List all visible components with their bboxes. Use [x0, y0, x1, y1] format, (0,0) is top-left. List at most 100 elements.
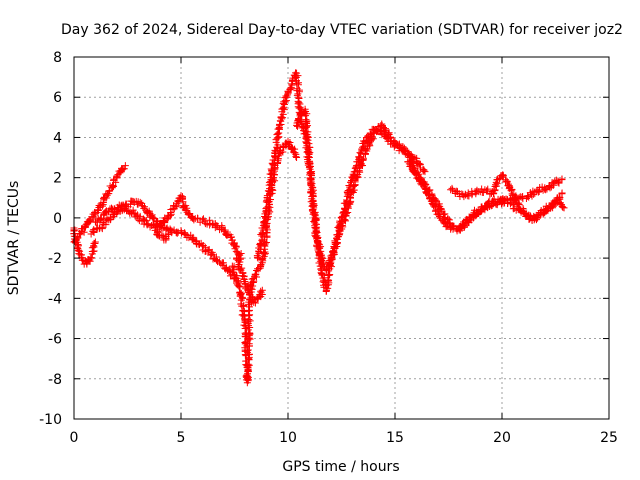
data-point: [90, 228, 98, 236]
data-point: [141, 203, 149, 211]
data-point: [304, 122, 312, 130]
data-point: [311, 222, 319, 230]
data-point: [302, 118, 310, 126]
data-point: [304, 136, 312, 144]
data-point: [219, 261, 227, 269]
x-tick-label: 0: [70, 430, 79, 446]
data-point: [264, 195, 272, 203]
data-point: [346, 183, 354, 191]
data-point: [421, 184, 429, 192]
data-point: [510, 190, 518, 198]
data-point: [296, 103, 304, 111]
data-point: [263, 204, 271, 212]
data-point: [416, 161, 424, 169]
data-point: [152, 223, 160, 231]
data-point: [89, 227, 97, 235]
data-point: [262, 239, 270, 247]
data-point: [456, 224, 464, 232]
series-7: [233, 254, 266, 307]
data-point: [327, 254, 335, 262]
data-point: [94, 207, 102, 215]
data-point: [230, 266, 238, 274]
data-point: [293, 91, 301, 99]
data-point: [331, 244, 339, 252]
data-point: [507, 187, 515, 195]
data-point: [413, 168, 421, 176]
data-point: [97, 214, 105, 222]
plot-frame: [73, 56, 610, 420]
y-tick-label: 0: [53, 211, 62, 227]
data-point: [548, 200, 556, 208]
data-point: [555, 179, 563, 187]
data-point: [259, 249, 267, 257]
data-point: [87, 254, 95, 262]
x-tick-label: 25: [600, 430, 618, 446]
data-point: [313, 233, 321, 241]
data-point: [305, 153, 313, 161]
data-point: [172, 203, 180, 211]
data-point: [378, 120, 386, 128]
data-point: [306, 176, 314, 184]
data-point: [237, 296, 245, 304]
x-tick-label: 20: [493, 430, 511, 446]
data-point: [207, 250, 215, 258]
data-point: [367, 131, 375, 139]
data-point: [356, 149, 364, 157]
data-point: [120, 165, 128, 173]
data-point: [503, 177, 511, 185]
y-axis-label: SDTVAR / TECUs: [6, 181, 22, 296]
data-point: [98, 202, 106, 210]
data-point: [73, 243, 81, 251]
data-point: [105, 187, 113, 195]
data-point: [363, 136, 371, 144]
data-point: [528, 192, 536, 200]
data-point: [402, 146, 410, 154]
data-point: [560, 204, 568, 212]
data-point: [407, 160, 415, 168]
data-point: [244, 346, 252, 354]
data-point: [542, 186, 550, 194]
data-point: [78, 256, 86, 264]
data-point: [415, 159, 423, 167]
y-tick-label: 2: [53, 171, 62, 187]
y-tick-label: 8: [53, 50, 62, 66]
data-point: [95, 202, 103, 210]
data-point: [293, 79, 301, 87]
data-point: [239, 311, 247, 319]
data-point: [554, 178, 562, 186]
data-point: [541, 206, 549, 214]
data-point: [204, 246, 212, 254]
data-point: [258, 286, 266, 294]
data-point: [286, 139, 294, 147]
data-point: [294, 90, 302, 98]
data-point: [558, 176, 566, 184]
data-point: [251, 299, 259, 307]
data-point: [444, 220, 452, 228]
data-point: [261, 214, 269, 222]
data-point: [190, 216, 198, 224]
y-tick-label: -4: [48, 291, 62, 307]
data-point: [76, 247, 84, 255]
data-point: [525, 215, 533, 223]
data-point: [81, 223, 89, 231]
y-tick-label: -2: [48, 251, 62, 267]
data-point: [490, 186, 498, 194]
data-point: [208, 221, 216, 229]
data-point: [91, 238, 99, 246]
data-point: [113, 172, 121, 180]
data-point: [252, 270, 260, 278]
data-point: [306, 163, 314, 171]
data-point: [420, 180, 428, 188]
data-point: [520, 209, 528, 217]
data-point: [420, 166, 428, 174]
chart-title: Day 362 of 2024, Sidereal Day-to-day VTE…: [61, 22, 623, 38]
data-point: [271, 177, 279, 185]
series-11: [404, 158, 566, 233]
data-point: [340, 205, 348, 213]
data-point: [91, 210, 99, 218]
x-tick-label: 15: [386, 430, 404, 446]
data-point: [104, 208, 112, 216]
data-point: [246, 324, 254, 332]
y-tick-label: -8: [48, 372, 62, 388]
data-point: [449, 222, 457, 230]
